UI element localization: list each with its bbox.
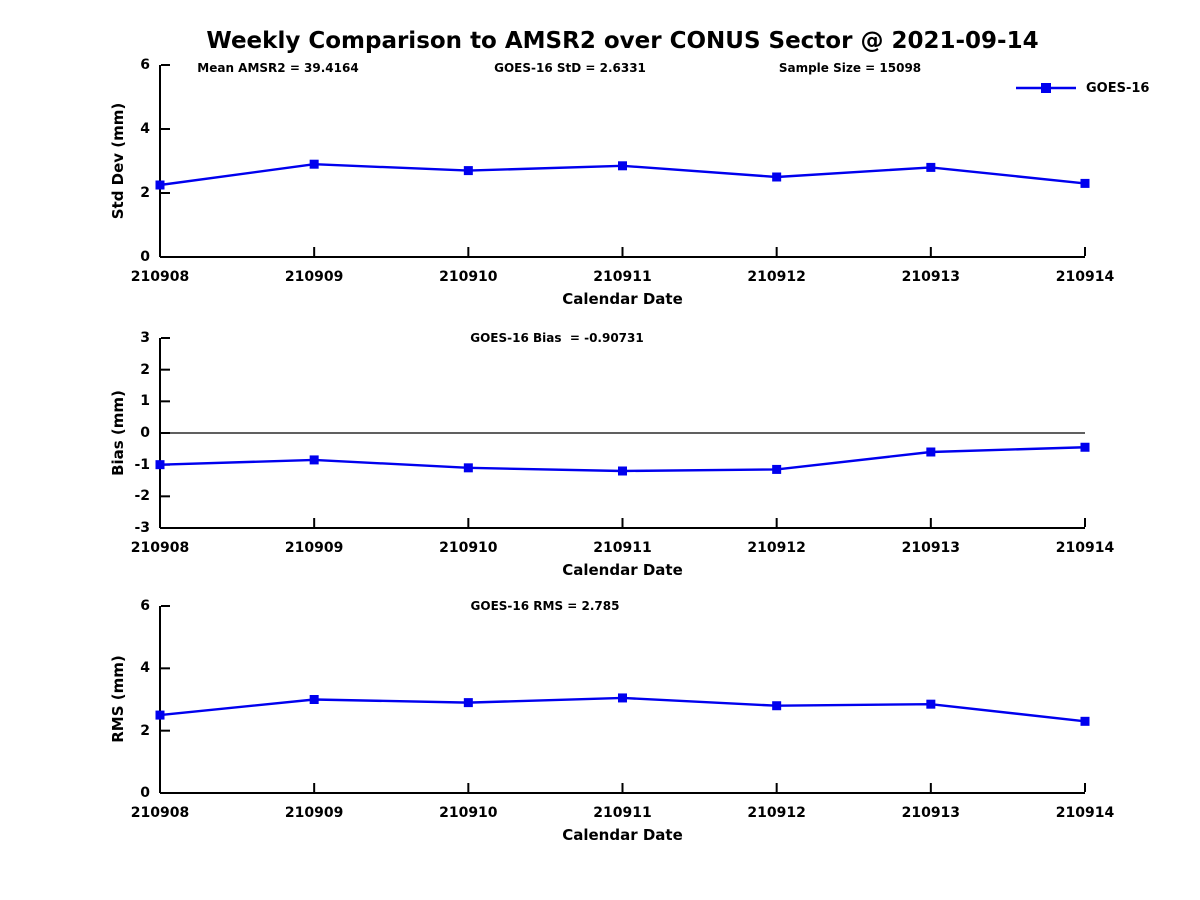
legend: GOES-16: [1014, 80, 1149, 96]
x-tick-label: 210914: [1055, 805, 1115, 821]
bias-plot-canvas: [155, 337, 1090, 529]
stddev-x-axis-label: Calendar Date: [562, 290, 683, 308]
x-tick-label: 210909: [284, 805, 344, 821]
mean-amsr2-annotation: Mean AMSR2 = 39.4164: [197, 61, 359, 75]
x-tick-label: 210909: [284, 540, 344, 556]
x-tick-label: 210914: [1055, 540, 1115, 556]
legend-line-sample-icon: [1016, 83, 1076, 93]
bias-x-axis-label: Calendar Date: [562, 561, 683, 579]
y-tick-label: 1: [140, 393, 150, 410]
x-tick-label: 210911: [593, 540, 652, 556]
y-tick-label: 0: [140, 785, 150, 801]
goes16-std-annotation: GOES-16 StD = 2.6331: [494, 61, 646, 75]
x-tick-label: 210911: [593, 805, 652, 821]
x-tick-label: 210914: [1055, 269, 1115, 285]
y-tick-label: 2: [140, 361, 150, 378]
x-tick-label: 210908: [130, 805, 190, 821]
stddev-y-axis-label: Std Dev (mm): [109, 102, 127, 220]
x-tick-label: 210910: [439, 540, 498, 556]
x-tick-label: 210909: [284, 269, 344, 285]
y-tick-label: -2: [134, 488, 150, 505]
y-tick-label: 0: [140, 249, 150, 265]
x-tick-label: 210913: [901, 805, 961, 821]
x-tick-label: 210913: [901, 269, 961, 285]
legend-label: GOES-16: [1086, 80, 1150, 96]
x-tick-label: 210908: [130, 269, 190, 285]
x-tick-label: 210912: [747, 269, 806, 285]
goes16-bias-annotation: GOES-16 Bias = -0.90731: [470, 331, 644, 345]
y-tick-label: 4: [140, 121, 150, 137]
x-tick-label: 210912: [747, 805, 806, 821]
y-tick-label: 0: [140, 425, 150, 441]
x-tick-label: 210912: [747, 540, 806, 556]
y-tick-label: -1: [134, 456, 150, 473]
chart-title: Weekly Comparison to AMSR2 over CONUS Se…: [206, 28, 1039, 54]
x-tick-label: 210910: [439, 269, 498, 285]
y-tick-label: 4: [140, 660, 150, 677]
stddev-plot-canvas: [155, 64, 1090, 258]
x-tick-label: 210911: [593, 269, 652, 285]
x-tick-label: 210913: [901, 540, 961, 556]
sample-size-annotation: Sample Size = 15098: [778, 61, 922, 75]
x-tick-label: 210910: [439, 805, 498, 821]
y-tick-label: -3: [134, 520, 150, 536]
y-tick-label: 6: [140, 57, 150, 73]
y-tick-label: 6: [140, 598, 150, 614]
rms-y-axis-label: RMS (mm): [109, 655, 127, 743]
y-tick-label: 3: [140, 330, 150, 346]
rms-x-axis-label: Calendar Date: [562, 826, 683, 844]
rms-plot-canvas: [155, 605, 1090, 794]
y-tick-label: 2: [140, 185, 150, 201]
x-tick-label: 210908: [130, 540, 190, 556]
goes16-rms-annotation: GOES-16 RMS = 2.785: [470, 599, 620, 613]
y-tick-label: 2: [140, 722, 150, 739]
